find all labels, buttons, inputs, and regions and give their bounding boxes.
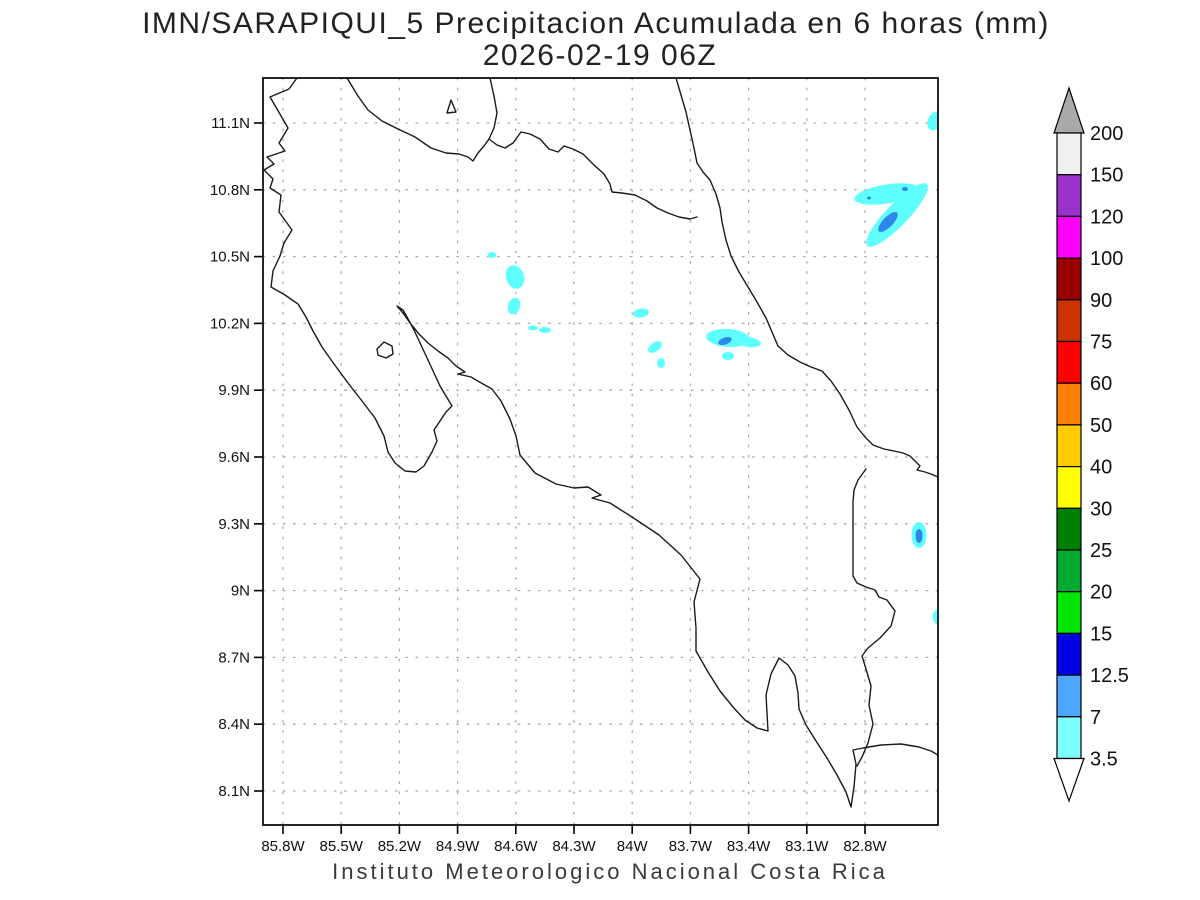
precip-cell (718, 336, 732, 346)
colorbar-level-label: 200 (1090, 123, 1123, 145)
lon-tick-label: 84.3W (552, 838, 596, 855)
precip-cell (915, 529, 923, 543)
precip-cell (867, 196, 871, 200)
lon-tick-label: 84.6W (494, 838, 538, 855)
lat-tick-label: 8.4N (218, 716, 250, 733)
precip-cell (633, 308, 649, 318)
colorbar-cell (1056, 424, 1082, 468)
chart-title: IMN/SARAPIQUI_5 Precipitacion Acumulada … (142, 7, 1050, 40)
colorbar-over-arrow (1053, 86, 1085, 134)
precip-cell (932, 610, 938, 624)
precip-cell (657, 358, 665, 368)
lat-tick-label: 9.9N (218, 382, 250, 399)
plot-frame-and-ticks (254, 77, 939, 834)
coastline-path (446, 99, 457, 114)
colorbar-level-label: 150 (1090, 165, 1123, 187)
lon-tick-label: 84.9W (436, 838, 480, 855)
colorbar-level-label: 40 (1090, 457, 1112, 479)
colorbar-cell (1056, 591, 1082, 635)
lat-tick-label: 10.5N (210, 249, 250, 266)
colorbar-cell (1056, 257, 1082, 301)
source-attribution: Instituto Meteorologico Nacional Costa R… (332, 859, 888, 884)
colorbar-level-label: 60 (1090, 373, 1112, 395)
lon-tick-label: 85.8W (261, 838, 305, 855)
lat-tick-label: 10.2N (210, 315, 250, 332)
coastline-path (346, 78, 498, 162)
chart-valid-time: 2026-02-19 06Z (483, 39, 718, 72)
coastline-path (675, 78, 938, 478)
precip-cell (902, 187, 908, 191)
precip-cell (647, 341, 663, 353)
coastline-path (263, 78, 938, 808)
lon-tick-label: 84W (617, 838, 649, 855)
latitude-axis-labels: 11.1N 10.8N 10.5N 10.2N 9.9N 9.6N 9.3N 9N 8.7N 8.… (210, 115, 250, 800)
lon-tick-label: 83.7W (669, 838, 713, 855)
colorbar-level-label: 12.5 (1090, 665, 1129, 687)
colorbar-cell (1056, 340, 1082, 384)
map-gridlines (262, 77, 939, 826)
colorbar-cell (1056, 549, 1082, 593)
coastline-path (376, 341, 394, 359)
lat-tick-label: 10.8N (210, 182, 250, 199)
colorbar-level-label: 3.5 (1090, 749, 1118, 771)
precipitation-shaded-cells (487, 111, 938, 624)
colorbar-cell (1056, 174, 1082, 217)
precip-cell (927, 111, 938, 131)
colorbar-level-label: 20 (1090, 582, 1112, 604)
precip-cell (507, 297, 521, 315)
colorbar-cell (1056, 132, 1082, 176)
colorbar-cell (1056, 382, 1082, 426)
coastline-layer (263, 78, 938, 808)
colorbar-level-label: 50 (1090, 415, 1112, 437)
lat-tick-label: 9N (231, 583, 250, 600)
colorbar-cell (1056, 632, 1082, 676)
lon-tick-label: 82.8W (843, 838, 887, 855)
colorbar-under-arrow (1053, 757, 1085, 803)
lon-tick-label: 83.4W (727, 838, 771, 855)
colorbar-level-label: 120 (1090, 206, 1123, 228)
precip-cell (487, 252, 497, 258)
precip-cell (528, 325, 538, 331)
colorbar-level-label: 25 (1090, 540, 1112, 562)
lat-tick-label: 11.1N (211, 115, 250, 132)
colorbar-cell (1056, 674, 1082, 718)
colorbar-level-label: 15 (1090, 623, 1112, 645)
lat-tick-label: 9.6N (218, 449, 250, 466)
precip-cell (539, 327, 551, 333)
precip-cell (722, 352, 734, 360)
colorbar-cell (1056, 507, 1082, 551)
lat-tick-label: 9.3N (218, 516, 250, 533)
lat-tick-label: 8.1N (218, 783, 250, 800)
colorbar-cell (1056, 466, 1082, 509)
longitude-axis-labels: 85.8W 85.5W 85.2W 84.9W 84.6W 84.3W 84W 83.7W 83… (261, 838, 887, 855)
colorbar-level-label: 100 (1090, 248, 1123, 270)
lon-tick-label: 85.5W (320, 838, 364, 855)
colorbar-cell (1056, 716, 1082, 760)
lon-tick-label: 83.1W (785, 838, 829, 855)
colorbar-level-label: 7 (1090, 707, 1101, 729)
coastline-path (852, 468, 896, 767)
lon-tick-label: 85.2W (378, 838, 422, 855)
coastline-path (488, 131, 698, 220)
colorbar-level-label: 75 (1090, 332, 1112, 354)
precip-cell (735, 336, 761, 348)
lat-tick-label: 8.7N (218, 649, 250, 666)
colorbar-cell (1056, 215, 1082, 259)
precipitation-colorbar: 200 150 120 100 90 75 60 50 40 30 25 20 15 12.5 7 3.5 (1053, 86, 1129, 803)
colorbar-level-label: 30 (1090, 498, 1112, 520)
colorbar-cell (1056, 299, 1082, 343)
colorbar-level-label: 90 (1090, 290, 1112, 312)
precip-cell (505, 265, 525, 289)
precip-cell (878, 212, 898, 232)
